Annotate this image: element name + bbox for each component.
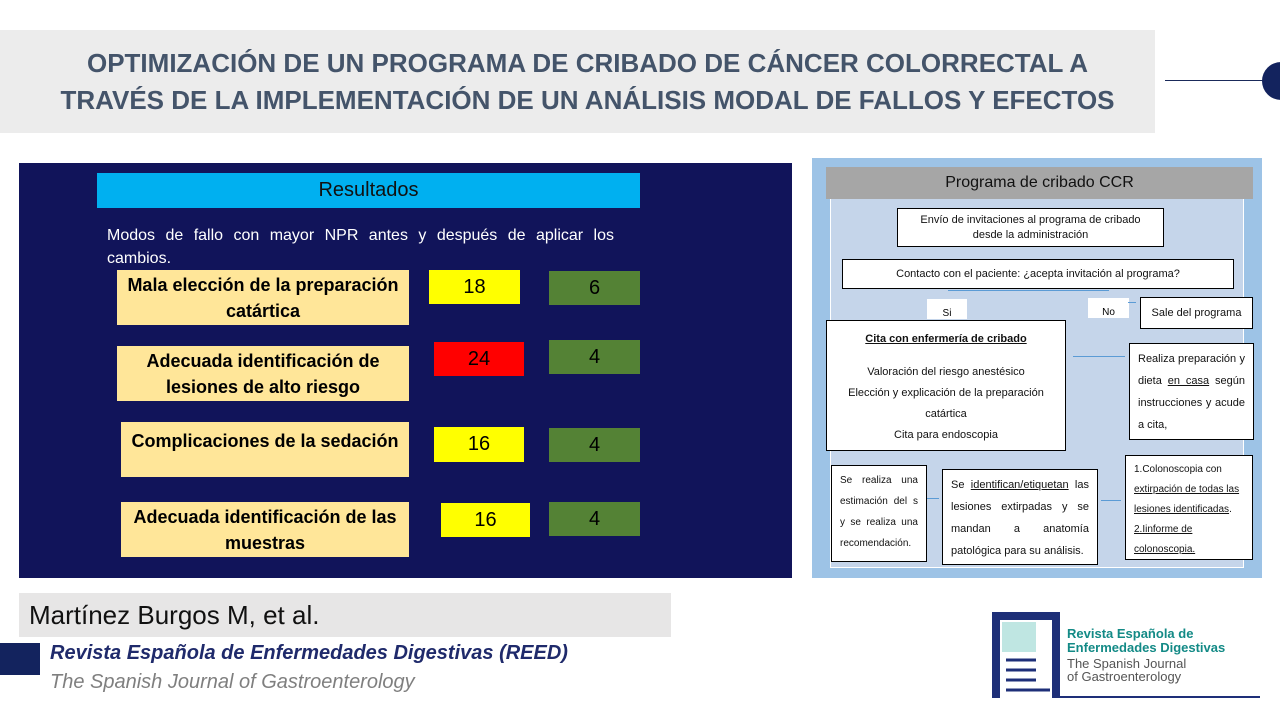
failure-mode-label: Adecuada identificación de las muestras — [121, 502, 409, 557]
author: Martínez Burgos M, et al. — [19, 593, 671, 637]
npr-after: 6 — [549, 271, 640, 305]
arrow-left-icon — [1101, 500, 1121, 501]
flow-prep-box: Realiza preparación y dieta en casa segú… — [1129, 343, 1254, 440]
nurse-title: Cita con enfermería de cribado — [865, 333, 1027, 345]
flow-exit-box: Sale del programa — [1140, 297, 1253, 329]
nurse-item: Elección y explicación de la preparación… — [848, 387, 1044, 420]
results-heading: Resultados — [97, 173, 640, 208]
failure-mode-label: Adecuada identificación de lesiones de a… — [117, 346, 409, 401]
colono-text: . — [1229, 504, 1232, 515]
npr-after: 4 — [549, 502, 640, 536]
flow-invite-box: Envío de invitaciones al programa de cri… — [897, 208, 1164, 247]
logo-title: Revista Española de Enfermedades Digesti… — [1067, 626, 1226, 655]
arrow-right-icon — [1073, 356, 1125, 357]
flow-contact-box: Contacto con el paciente: ¿acepta invita… — [842, 259, 1234, 289]
colono-text: 2.Iinforme de colonoscopia. — [1134, 524, 1196, 555]
prep-text: en casa — [1167, 375, 1210, 387]
decorative-line — [1165, 80, 1265, 81]
prep-text: según instrucciones y acude a cita, — [1138, 375, 1245, 431]
no-label: No — [1088, 298, 1129, 318]
failure-mode-label: Complicaciones de la sedación — [121, 422, 409, 477]
npr-before: 16 — [434, 427, 524, 462]
label-text: Se — [951, 479, 971, 491]
flowchart-heading: Programa de cribado CCR — [826, 167, 1253, 199]
flow-nurse-box: Cita con enfermería de cribado Valoració… — [826, 320, 1066, 451]
label-text: las lesiones extirpadas y se mandan a an… — [951, 479, 1089, 557]
logo-subtitle: The Spanish Journal of Gastroenterology — [1067, 656, 1187, 684]
page-title: OPTIMIZACIÓN DE UN PROGRAMA DE CRIBADO D… — [0, 30, 1155, 133]
title-line-2: TRAVÉS DE LA IMPLEMENTACIÓN DE UN ANÁLIS… — [60, 84, 1115, 115]
flow-labelling-box: Se identifican/etiquetan las lesiones ex… — [942, 469, 1098, 565]
journal-subtitle: The Spanish Journal of Gastroenterology — [50, 671, 415, 693]
arrow-left-icon — [925, 498, 939, 499]
arrow-right-icon — [1128, 302, 1136, 303]
npr-after: 4 — [549, 428, 640, 462]
results-description: Modos de fallo con mayor NPR antes y des… — [107, 227, 614, 267]
flow-estimate-box: Se realiza una estimación del s y se rea… — [831, 465, 927, 562]
nurse-item: Valoración del riesgo anestésico — [867, 366, 1025, 378]
title-line-1: OPTIMIZACIÓN DE UN PROGRAMA DE CRIBADO D… — [86, 47, 1088, 78]
npr-before: 16 — [441, 503, 530, 537]
npr-after: 4 — [549, 340, 640, 374]
yes-label: Si — [927, 299, 967, 319]
colono-text: extirpación de todas las lesiones identi… — [1134, 484, 1240, 515]
flow-colonoscopy-box: 1.Colonoscopia con extirpación de todas … — [1125, 455, 1253, 560]
branch-line — [948, 290, 1109, 291]
label-text: identifican/etiquetan — [970, 479, 1069, 491]
journal-logo — [992, 612, 1260, 698]
npr-before: 24 — [434, 342, 524, 376]
failure-mode-label: Mala elección de la preparación catártic… — [117, 270, 409, 325]
colono-text: 1.Colonoscopia con — [1134, 464, 1222, 475]
npr-before: 18 — [429, 270, 520, 304]
decorative-circle — [1262, 62, 1280, 100]
nurse-item: Cita para endoscopia — [894, 429, 998, 441]
journal-name: Revista Española de Enfermedades Digesti… — [50, 642, 568, 664]
decorative-square — [0, 643, 40, 675]
prep-text: Realiza preparación y dieta — [1138, 353, 1245, 387]
